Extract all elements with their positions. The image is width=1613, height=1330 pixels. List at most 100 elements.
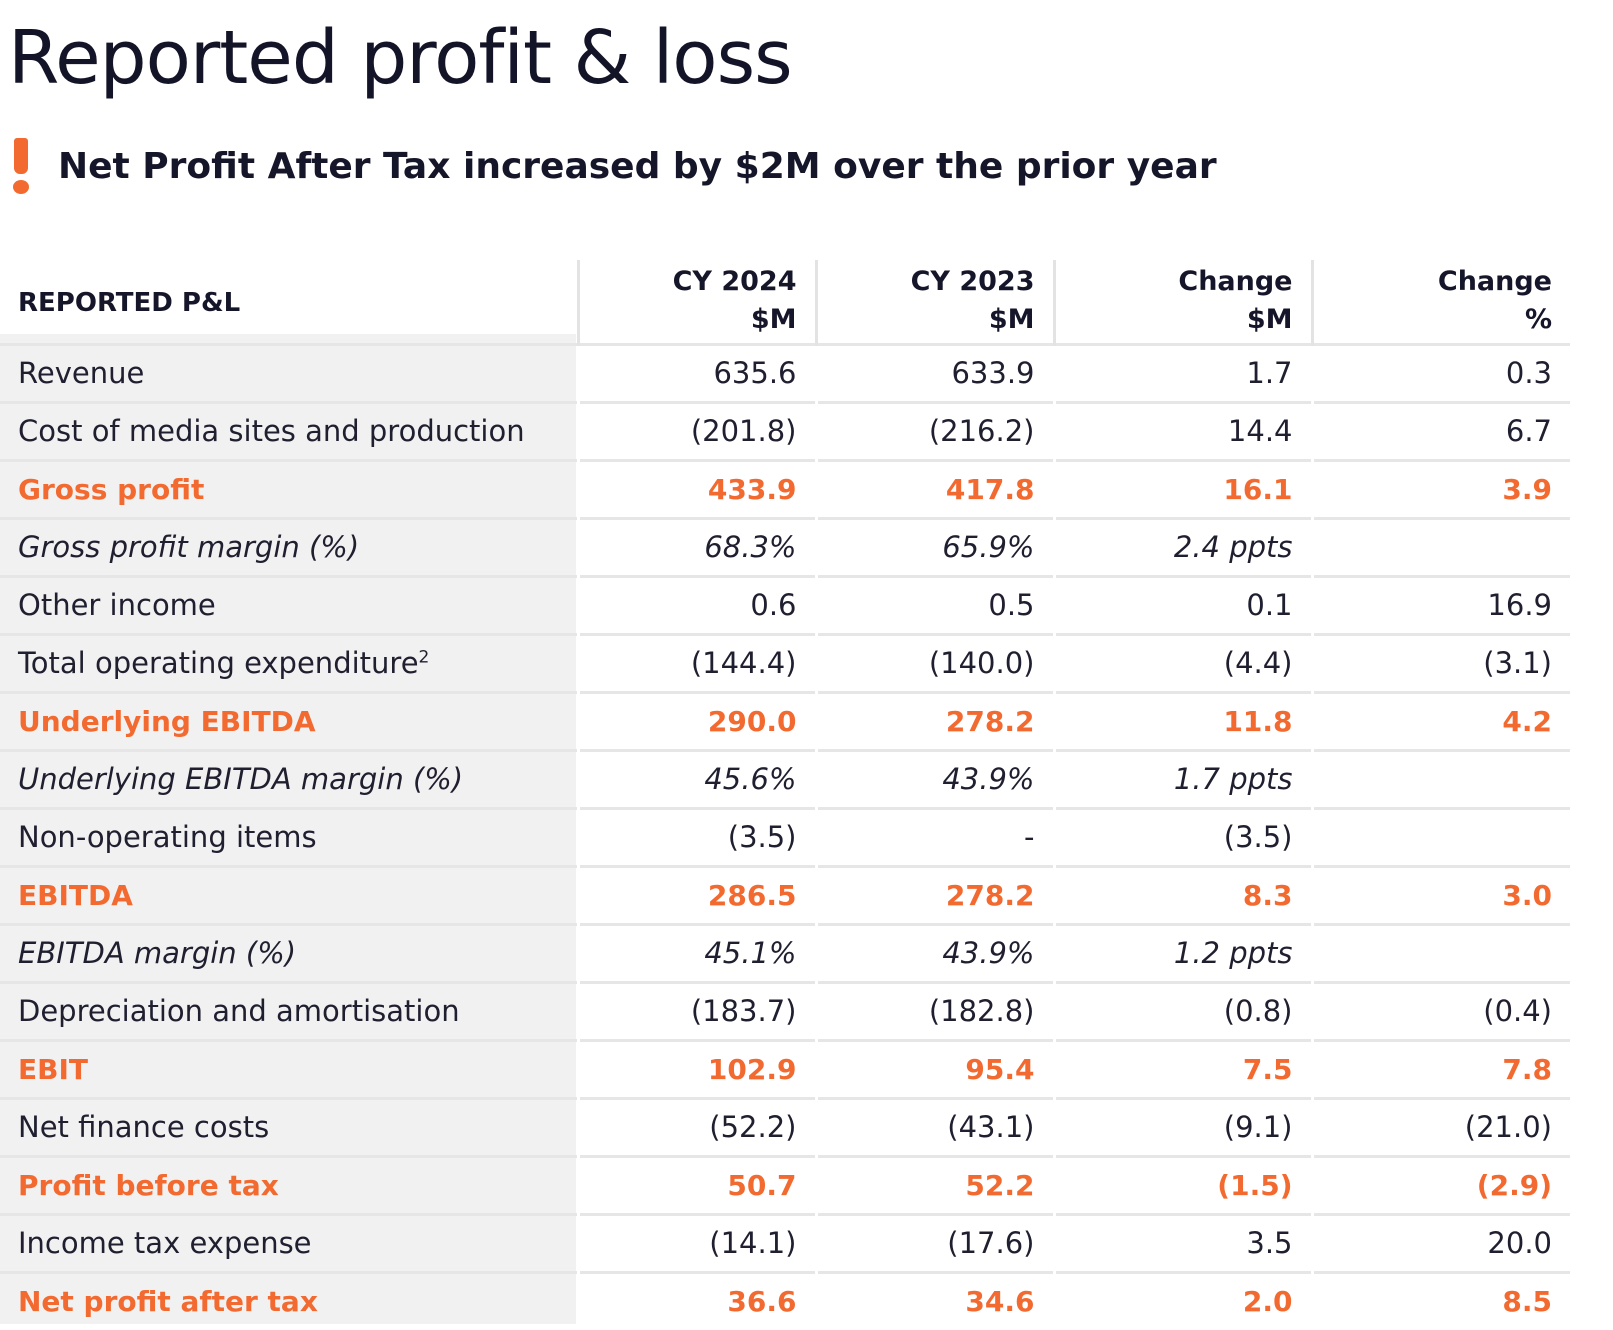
table-row-subtotal: EBITDA 286.5 278.2 8.3 3.0: [0, 864, 1570, 924]
cell-cy2023: (216.2): [814, 400, 1054, 460]
cell-change-pct: 0.3: [1310, 342, 1570, 402]
row-label: Depreciation and amortisation: [0, 980, 578, 1040]
table-row: Depreciation and amortisation (183.7) (1…: [0, 980, 1570, 1040]
cell-change: 3.5: [1052, 1212, 1312, 1272]
cell-cy2024: 36.6: [576, 1270, 816, 1330]
cell-cy2023: 65.9%: [814, 516, 1054, 576]
row-label: EBIT: [0, 1038, 578, 1098]
page-title: Reported profit & loss: [8, 15, 793, 101]
cell-change: 2.0: [1052, 1270, 1312, 1330]
cell-change-pct: 3.9: [1310, 458, 1570, 518]
headline-text: Net Profit After Tax increased by $2M ov…: [58, 145, 1217, 187]
cell-cy2024: 102.9: [576, 1038, 816, 1098]
cell-cy2024: (144.4): [576, 632, 816, 692]
table-row-subtotal: Gross profit 433.9 417.8 16.1 3.9: [0, 458, 1570, 518]
cell-cy2024: (14.1): [576, 1212, 816, 1272]
cell-change-pct: 7.8: [1310, 1038, 1570, 1098]
cell-change: (1.5): [1052, 1154, 1312, 1214]
cell-cy2023: (140.0): [814, 632, 1054, 692]
cell-change-pct: [1310, 516, 1570, 576]
table-row: Net finance costs (52.2) (43.1) (9.1) (2…: [0, 1096, 1570, 1156]
cell-cy2023: 278.2: [814, 864, 1054, 924]
cell-cy2023: 417.8: [814, 458, 1054, 518]
cell-cy2024: 635.6: [576, 342, 816, 402]
cell-change: 11.8: [1052, 690, 1312, 750]
cell-cy2024: (183.7): [576, 980, 816, 1040]
cell-change-pct: (21.0): [1310, 1096, 1570, 1156]
cell-cy2023: (43.1): [814, 1096, 1054, 1156]
cell-change: 0.1: [1052, 574, 1312, 634]
cell-cy2024: 290.0: [576, 690, 816, 750]
cell-cy2024: 286.5: [576, 864, 816, 924]
table-row: Non-operating items (3.5) - (3.5): [0, 806, 1570, 866]
cell-change-pct: 3.0: [1310, 864, 1570, 924]
table-row-subtotal: Profit before tax 50.7 52.2 (1.5) (2.9): [0, 1154, 1570, 1214]
headline: Net Profit After Tax increased by $2M ov…: [10, 138, 1217, 194]
cell-cy2023: 34.6: [814, 1270, 1054, 1330]
table-row: Income tax expense (14.1) (17.6) 3.5 20.…: [0, 1212, 1570, 1272]
cell-cy2024: 50.7: [576, 1154, 816, 1214]
header-cy2024: CY 2024 $M: [576, 260, 816, 344]
cell-change: 16.1: [1052, 458, 1312, 518]
cell-change-pct: [1310, 922, 1570, 982]
table-row-subtotal: EBIT 102.9 95.4 7.5 7.8: [0, 1038, 1570, 1098]
cell-change: (4.4): [1052, 632, 1312, 692]
cell-change: (0.8): [1052, 980, 1312, 1040]
cell-cy2023: 278.2: [814, 690, 1054, 750]
cell-cy2023: 633.9: [814, 342, 1054, 402]
cell-change-pct: 4.2: [1310, 690, 1570, 750]
cell-change-pct: (3.1): [1310, 632, 1570, 692]
cell-change: 8.3: [1052, 864, 1312, 924]
table-row: Total operating expenditure2 (144.4) (14…: [0, 632, 1570, 692]
row-label: Underlying EBITDA: [0, 690, 578, 750]
cell-change: 1.7 ppts: [1052, 748, 1312, 808]
cell-change: 1.7: [1052, 342, 1312, 402]
table-row-margin: Underlying EBITDA margin (%) 45.6% 43.9%…: [0, 748, 1570, 808]
cell-cy2023: 0.5: [814, 574, 1054, 634]
cell-cy2023: 52.2: [814, 1154, 1054, 1214]
cell-cy2024: 0.6: [576, 574, 816, 634]
cell-change: 14.4: [1052, 400, 1312, 460]
pl-table: REPORTED P&L CY 2024 $M CY 2023 $M Change $…: [0, 260, 1570, 1330]
row-label: Gross profit margin (%): [0, 516, 578, 576]
cell-change: 1.2 ppts: [1052, 922, 1312, 982]
cell-cy2023: 43.9%: [814, 922, 1054, 982]
cell-cy2024: 45.6%: [576, 748, 816, 808]
header-change-pct: Change%: [1310, 260, 1570, 344]
row-label: Revenue: [0, 342, 578, 402]
cell-cy2024: (201.8): [576, 400, 816, 460]
row-label: Profit before tax: [0, 1154, 578, 1214]
cell-change-pct: [1310, 806, 1570, 866]
row-label: Net finance costs: [0, 1096, 578, 1156]
cell-cy2024: (3.5): [576, 806, 816, 866]
row-label: Other income: [0, 574, 578, 634]
cell-change: (9.1): [1052, 1096, 1312, 1156]
cell-change-pct: 8.5: [1310, 1270, 1570, 1330]
row-label: Gross profit: [0, 458, 578, 518]
cell-cy2024: 45.1%: [576, 922, 816, 982]
cell-cy2024: (52.2): [576, 1096, 816, 1156]
table-row: Cost of media sites and production (201.…: [0, 400, 1570, 460]
table-row: Other income 0.6 0.5 0.1 16.9: [0, 574, 1570, 634]
row-label: Net profit after tax: [0, 1270, 578, 1330]
table-row: Revenue 635.6 633.9 1.7 0.3: [0, 342, 1570, 402]
cell-cy2023: (182.8): [814, 980, 1054, 1040]
table-row-subtotal: Underlying EBITDA 290.0 278.2 11.8 4.2: [0, 690, 1570, 750]
cell-cy2023: 43.9%: [814, 748, 1054, 808]
table-header-row: REPORTED P&L CY 2024 $M CY 2023 $M Change $…: [0, 260, 1570, 344]
cell-cy2023: (17.6): [814, 1212, 1054, 1272]
header-cy2023: CY 2023 $M: [814, 260, 1054, 344]
cell-change-pct: [1310, 748, 1570, 808]
cell-change-pct: 16.9: [1310, 574, 1570, 634]
cell-cy2023: -: [814, 806, 1054, 866]
cell-change: (3.5): [1052, 806, 1312, 866]
row-label: Underlying EBITDA margin (%): [0, 748, 578, 808]
row-label: EBITDA: [0, 864, 578, 924]
cell-change: 2.4 ppts: [1052, 516, 1312, 576]
cell-change-pct: 6.7: [1310, 400, 1570, 460]
row-label: Cost of media sites and production: [0, 400, 578, 460]
table-row-total: Net profit after tax 36.6 34.6 2.0 8.5: [0, 1270, 1570, 1330]
header-label: REPORTED P&L: [18, 288, 241, 319]
row-label: Total operating expenditure2: [0, 632, 578, 692]
cell-change: 7.5: [1052, 1038, 1312, 1098]
